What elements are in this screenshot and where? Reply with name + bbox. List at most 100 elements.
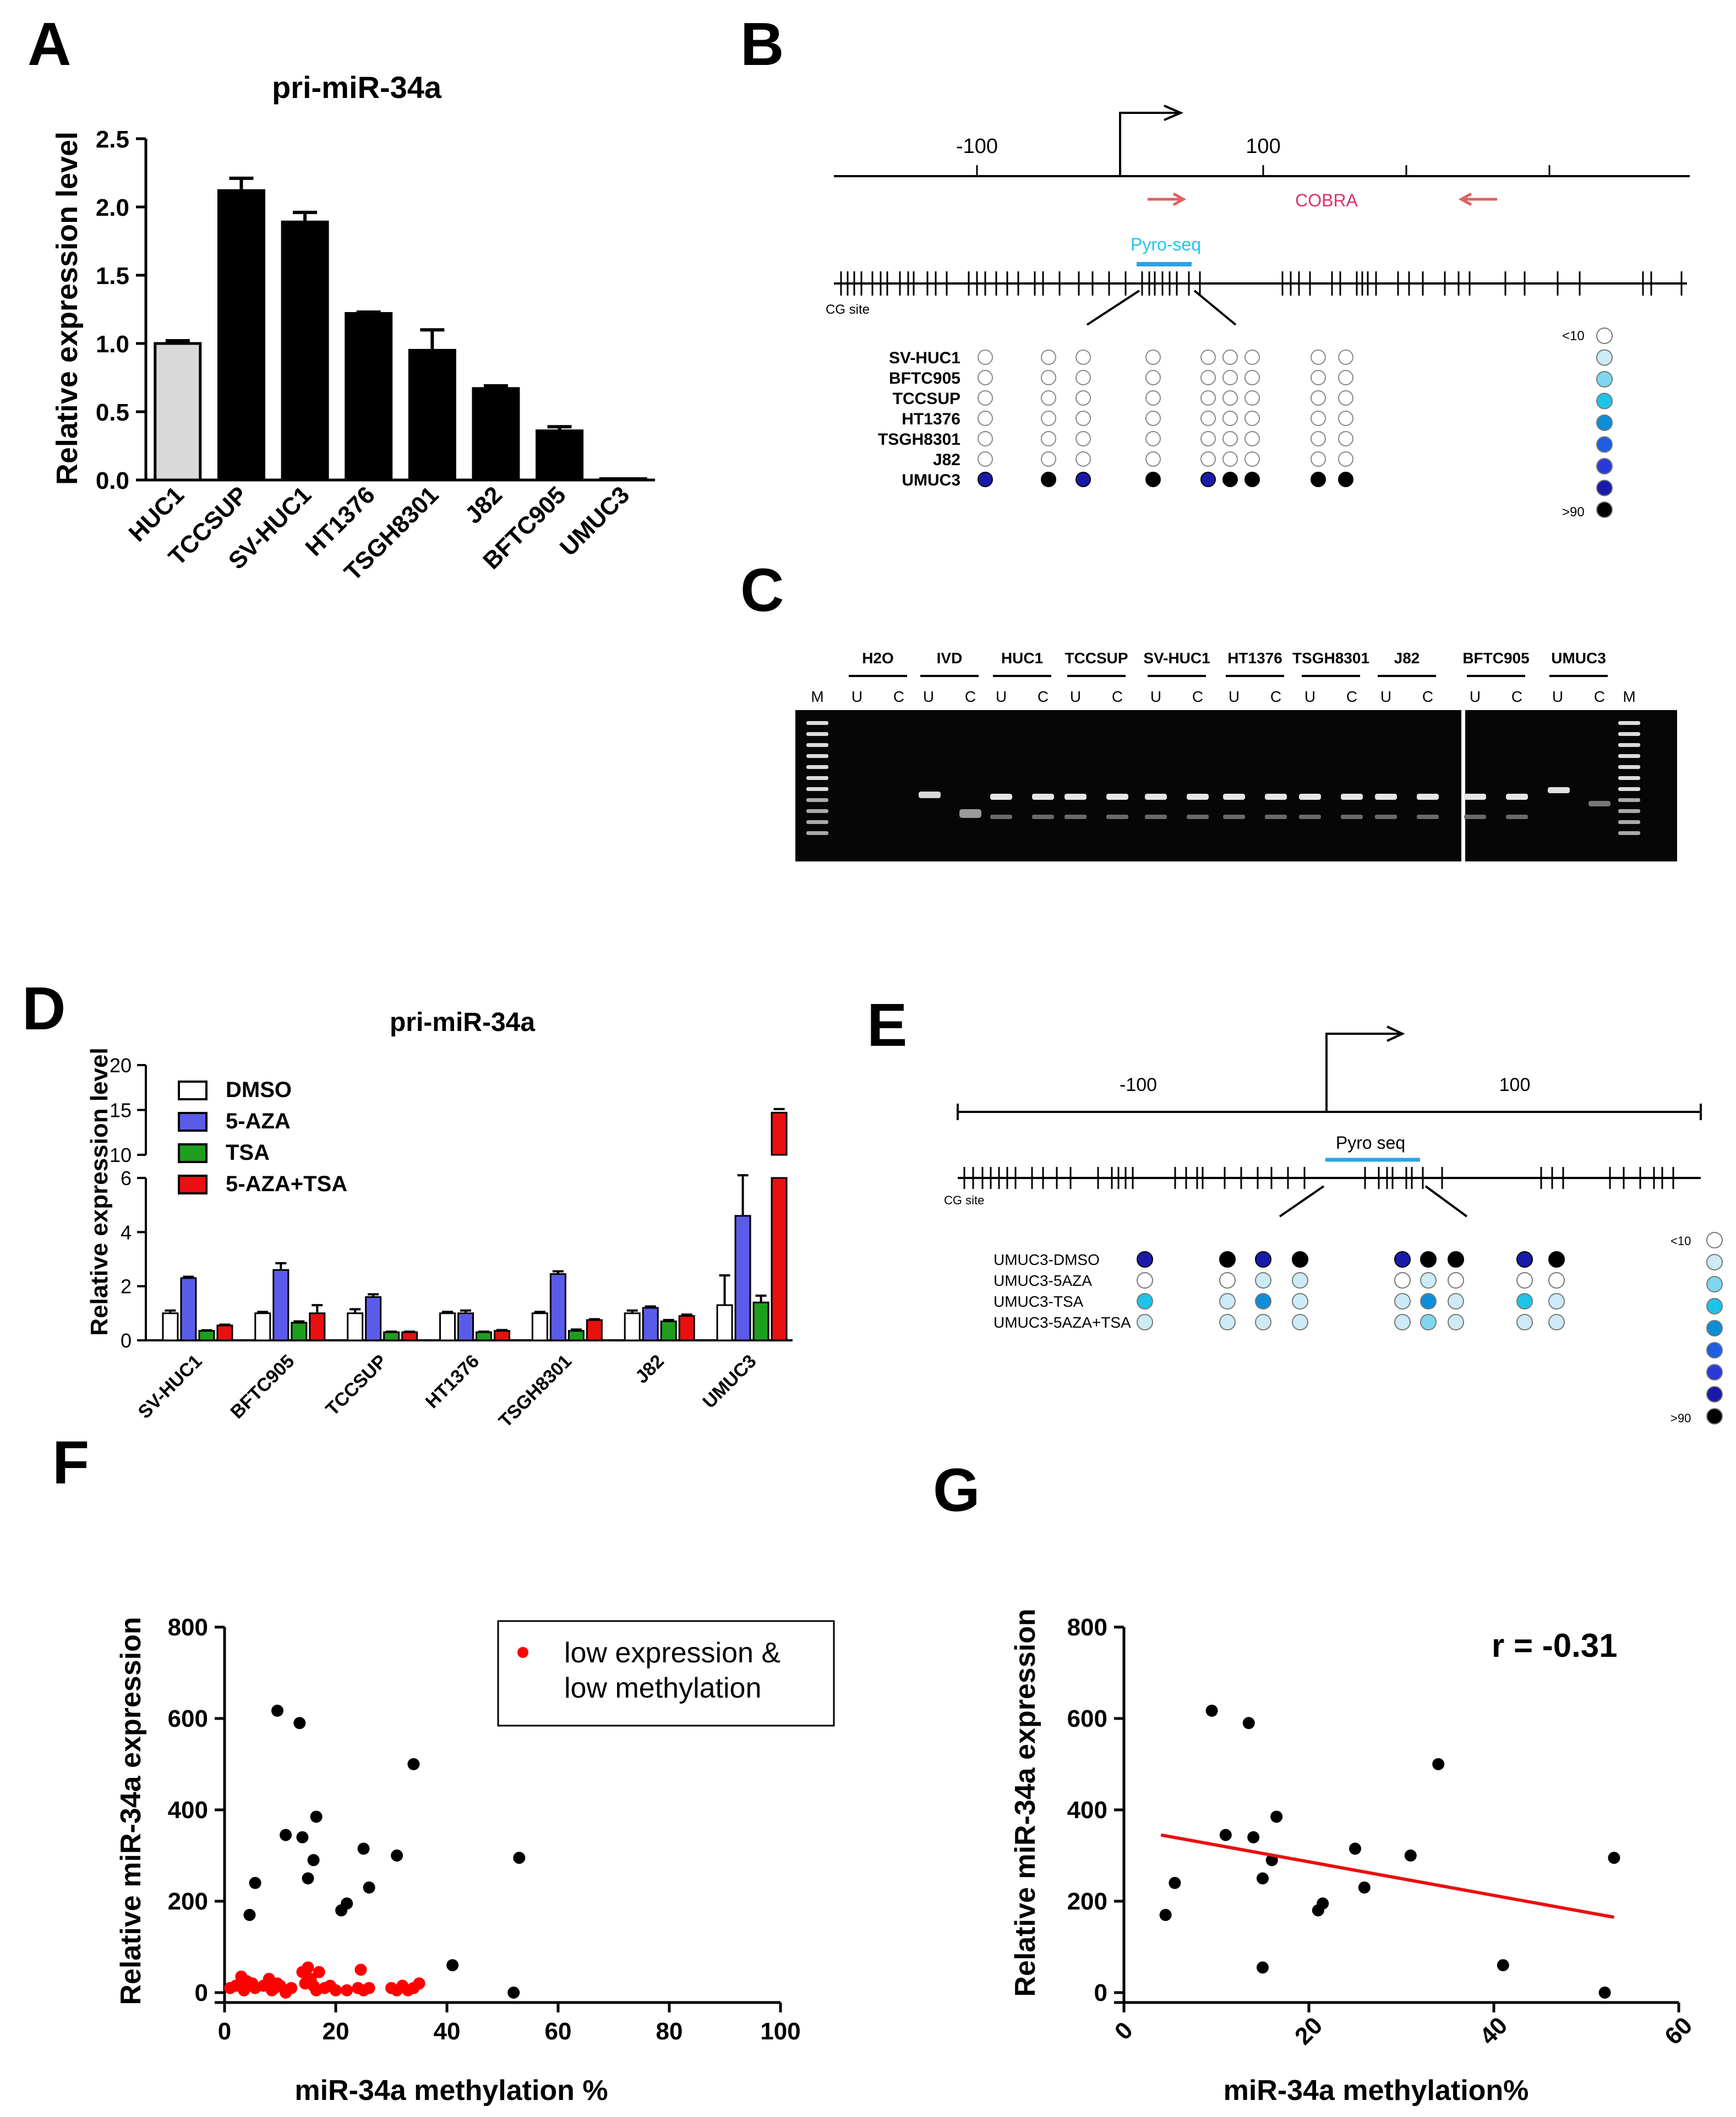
chart-d-bar-5-aza-tsa xyxy=(309,1312,326,1341)
e-row-label: UMUC3-5AZA xyxy=(993,1272,1092,1289)
gel-marker-band xyxy=(806,776,828,780)
gel-band xyxy=(1417,815,1439,819)
chart-d-legend-swatch xyxy=(178,1143,208,1163)
chart-d-bar-5-aza xyxy=(457,1312,474,1341)
chart-a-xtick-label: UMUC3 xyxy=(555,481,635,561)
e-methylation-circle xyxy=(1516,1293,1533,1310)
b-methylation-circle xyxy=(1222,472,1238,487)
gel-marker-band xyxy=(806,721,828,725)
chart-a-bar-umuc3 xyxy=(599,477,647,482)
e-methylation-circle xyxy=(1292,1251,1308,1268)
b-scale-circle xyxy=(1596,479,1613,496)
e-methylation-circle xyxy=(1548,1251,1565,1268)
b-methylation-circle xyxy=(1200,411,1216,426)
e-scale-low: <10 xyxy=(1671,1234,1691,1248)
e-methylation-circle xyxy=(1516,1272,1533,1289)
e-scale-circle xyxy=(1706,1408,1723,1425)
b-row-label: J82 xyxy=(933,451,960,469)
scatter-xtick-label: 80 xyxy=(656,2018,683,2045)
b-methylation-circle xyxy=(1338,431,1353,446)
chart-a-ytick-label: 0.0 xyxy=(96,467,129,494)
e-methylation-circle xyxy=(1448,1272,1464,1289)
chart-f-legend-line2: low methylation xyxy=(564,1672,761,1704)
chart-d-bar-dmso xyxy=(439,1312,456,1341)
e-scale-high: >90 xyxy=(1671,1411,1691,1425)
chart-f-xlabel: miR-34a methylation % xyxy=(294,2075,608,2107)
gel-marker-band xyxy=(1618,820,1640,824)
chart-g-annotation: r = -0.31 xyxy=(1492,1627,1618,1664)
gel-lane-label-c: C xyxy=(1038,688,1049,705)
b-methylation-circle xyxy=(1145,472,1161,487)
b-methylation-circle xyxy=(1076,350,1091,365)
b-methylation-circle xyxy=(1338,451,1353,467)
chart-d-bar-5-aza-tsa xyxy=(401,1331,418,1341)
e-methylation-circle xyxy=(1394,1293,1411,1310)
gel-band xyxy=(1506,794,1528,800)
gel-lane-label-u: U xyxy=(996,688,1007,705)
b-methylation-circle xyxy=(978,390,993,406)
gel-group-label: HT1376 xyxy=(1227,650,1282,667)
chart-f-point-red xyxy=(413,1977,425,1990)
e-methylation-circle xyxy=(1420,1293,1437,1310)
b-tick-label-minus100: -100 xyxy=(956,135,998,158)
b-methylation-circle xyxy=(1200,431,1216,446)
gel-band xyxy=(1064,815,1087,819)
b-methylation-circle xyxy=(1222,431,1238,446)
chart-g-point xyxy=(1598,1987,1611,1999)
panel-label-c: C xyxy=(740,556,784,624)
chart-d-bar-5-aza xyxy=(642,1307,659,1341)
gel-band xyxy=(1032,794,1054,800)
chart-f-point xyxy=(341,1897,353,1910)
chart-d: pri-miR-34a Relative expression level DM… xyxy=(86,1008,793,1432)
scatter-xtick-label: 40 xyxy=(1475,2012,1513,2050)
chart-d-xtick-label: HT1376 xyxy=(422,1351,483,1412)
chart-d-ylabel: Relative expression level xyxy=(86,1047,113,1335)
b-row-label: HT1376 xyxy=(902,410,960,428)
chart-g: miR-34a methylation% Relative miR-34a ex… xyxy=(1009,1608,1697,2107)
b-methylation-circle xyxy=(1244,472,1260,487)
b-methylation-circle xyxy=(1041,431,1056,446)
gel-lane-label-c: C xyxy=(1346,688,1357,705)
b-methylation-circle xyxy=(1311,472,1326,487)
scatter-ytick-label: 0 xyxy=(195,1979,208,2006)
chart-d-bar-dmso xyxy=(716,1304,733,1341)
chart-g-point xyxy=(1317,1897,1329,1910)
e-methylation-circle xyxy=(1255,1251,1271,1268)
chart-d-legend-swatch xyxy=(178,1081,208,1100)
gel-marker-band xyxy=(1618,765,1640,769)
gel-marker-band xyxy=(806,820,828,824)
b-methylation-rows: SV-HUC1 BFTC905 TCCSUP HT1376 TSGH8301 J82 UMU… xyxy=(878,349,1353,489)
chart-f-point xyxy=(243,1908,256,1921)
chart-a-bar-huc1 xyxy=(154,342,202,482)
b-primer-reverse xyxy=(1458,192,1497,206)
b-row-label: BFTC905 xyxy=(889,369,960,388)
chart-g-point xyxy=(1205,1704,1218,1717)
gel-lane-label-c: C xyxy=(1270,688,1281,705)
b-methylation-circle xyxy=(1244,411,1260,426)
b-methylation-circle xyxy=(1222,451,1238,467)
b-methylation-circle xyxy=(1041,390,1056,406)
b-scale-circle xyxy=(1596,414,1613,431)
gel-lane-label-u: U xyxy=(1150,688,1161,705)
b-methylation-circle xyxy=(1338,350,1353,365)
b-tick-label-100: 100 xyxy=(1246,135,1280,158)
gel-group-label: BFTC905 xyxy=(1462,650,1529,667)
b-methylation-circle xyxy=(1244,350,1260,365)
e-methylation-circle xyxy=(1420,1272,1437,1289)
e-methylation-circle xyxy=(1219,1293,1236,1310)
gel-marker-band xyxy=(806,809,828,813)
e-methylation-circle xyxy=(1219,1272,1236,1289)
e-methylation-circle xyxy=(1292,1314,1308,1330)
gel-marker-band xyxy=(806,732,828,736)
b-methylation-circle xyxy=(1145,451,1161,467)
b-zoom-left xyxy=(1086,290,1140,326)
gel-band xyxy=(1032,815,1054,819)
e-tick-label-100: 100 xyxy=(1499,1074,1531,1095)
scatter-ytick-label: 400 xyxy=(1067,1797,1107,1824)
e-row-label: UMUC3-DMSO xyxy=(993,1251,1100,1268)
scatter-xtick-label: 20 xyxy=(1290,2012,1328,2050)
chart-g-point xyxy=(1358,1881,1371,1894)
gel-marker-band xyxy=(1618,732,1640,736)
b-methylation-circle xyxy=(1041,451,1056,467)
